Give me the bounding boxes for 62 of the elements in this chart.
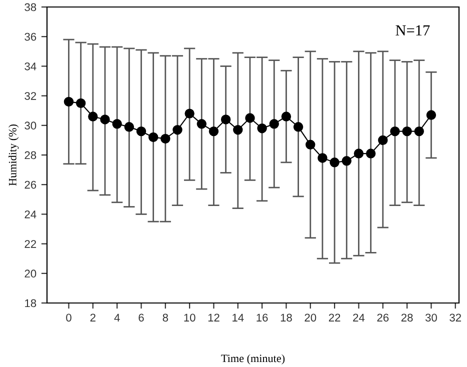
point [330,158,340,168]
x-tick-label: 14 [232,314,244,322]
y-tick-label: 38 [24,3,36,12]
y-tick-label: 30 [24,122,36,130]
point [293,122,304,132]
x-tick-label: 2 [90,314,96,322]
x-tick-label: 18 [280,314,292,322]
x-tick-label: 8 [162,314,168,322]
point [196,119,207,129]
y-tick-label: 26 [24,180,36,189]
y-tick-label: 28 [24,151,36,160]
y-tick-label: 36 [24,32,36,41]
point [414,126,424,136]
point [184,108,194,118]
point [220,114,231,124]
x-tick-label: 6 [138,314,144,322]
annotation: N=17 [396,25,430,36]
point [426,110,436,120]
y-axis-title: Humidity (%) [8,124,19,186]
point [64,96,74,107]
y-tick-label: 32 [24,92,36,100]
point [281,112,292,122]
x-tick-label: 24 [353,314,365,322]
y-tick-label: 18 [25,299,36,308]
point [306,140,316,150]
x-axis-title: Time (minute) [221,354,285,364]
point [402,126,412,136]
point [233,124,243,135]
point [354,148,364,158]
x-tick-label: 22 [328,314,340,322]
x-tick-label: 12 [208,314,220,322]
point [342,156,352,166]
x-tick-label: 16 [256,314,268,322]
point [318,153,328,163]
point [76,98,86,108]
y-tick-label: 24 [24,210,36,218]
y-tick-label: 22 [24,240,36,248]
point [172,124,182,135]
point [124,122,134,132]
x-tick-label: 30 [425,314,437,322]
point [378,135,388,146]
point [148,132,158,142]
point [245,113,255,123]
point [136,126,146,136]
point [88,112,98,122]
point [257,124,267,134]
x-tick-label: 26 [377,314,389,322]
x-tick-label: 0 [66,314,72,322]
y-tick-label: 20 [24,270,36,278]
y-tick-label: 34 [24,62,36,70]
point [160,134,170,144]
x-tick-label: 32 [450,314,461,322]
point [390,126,400,136]
x-tick-label: 4 [114,314,120,322]
point [269,119,280,129]
point [366,148,376,158]
x-tick-label: 10 [184,314,196,322]
x-tick-label: 20 [304,314,316,322]
point [208,126,219,136]
point [112,119,122,129]
x-tick-label: 28 [401,314,413,322]
point [100,114,110,124]
